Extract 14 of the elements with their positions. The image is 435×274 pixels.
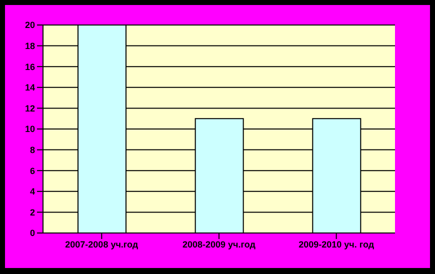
- x-tick-label: 2008-2009 уч.год: [182, 239, 256, 250]
- x-tick-label: 2009-2010 уч. год: [298, 239, 374, 250]
- y-tick-label: 2: [30, 207, 35, 218]
- y-tick-label: 6: [30, 166, 35, 176]
- x-tick-label: 2007-2008 уч.год: [65, 239, 138, 250]
- y-tick-label: 16: [24, 62, 35, 72]
- y-tick-label: 14: [24, 82, 35, 93]
- y-tick-label: 10: [24, 124, 35, 134]
- y-tick-label: 20: [24, 20, 35, 30]
- y-tick-label: 8: [30, 144, 35, 155]
- y-tick-label: 0: [30, 228, 35, 238]
- y-tick-label: 12: [24, 103, 35, 114]
- y-tick-label: 18: [24, 40, 35, 51]
- y-tick-label: 4: [30, 186, 35, 197]
